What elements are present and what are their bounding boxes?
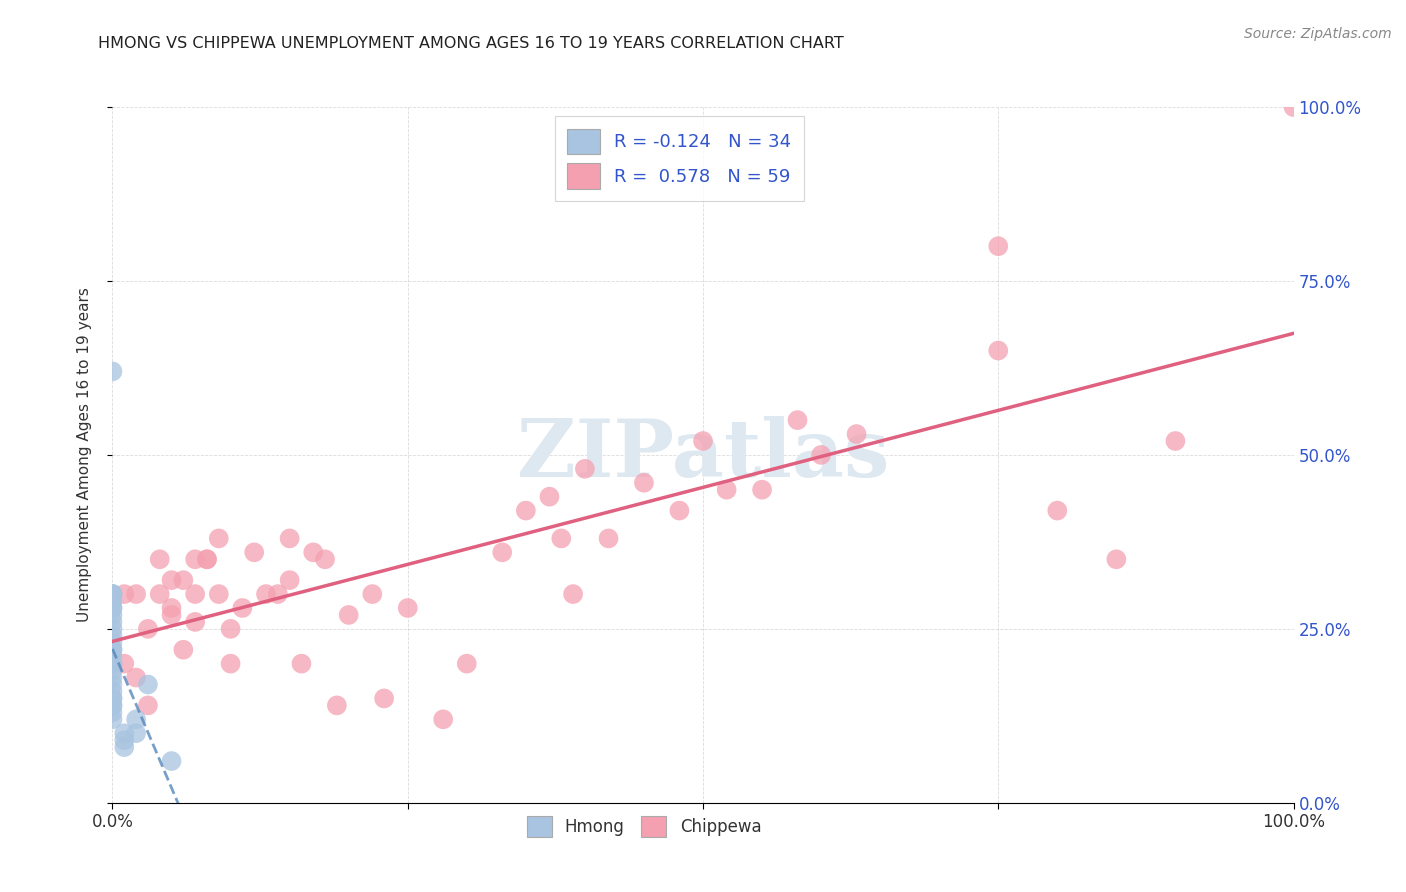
Point (290, 657, 312, 671)
Point (195, 552, 218, 566)
Point (1164, 434, 1187, 448)
Point (101, 587, 124, 601)
Point (267, 587, 290, 601)
Point (1105, 552, 1128, 566)
Point (987, 343, 1010, 358)
Point (278, 573, 301, 587)
Point (149, 552, 172, 566)
Point (491, 545, 513, 559)
Point (302, 545, 325, 559)
Point (208, 532, 231, 546)
Point (101, 698, 124, 713)
Y-axis label: Unemployment Among Ages 16 to 19 years: Unemployment Among Ages 16 to 19 years (77, 287, 91, 623)
Point (1282, 100, 1305, 114)
Point (101, 684, 124, 698)
Point (231, 601, 253, 615)
Point (101, 671, 124, 685)
Point (101, 607, 124, 622)
Point (112, 726, 135, 740)
Point (314, 552, 336, 566)
Point (219, 622, 242, 636)
Point (1046, 503, 1069, 517)
Point (184, 552, 207, 566)
Point (692, 434, 714, 448)
Point (125, 726, 148, 740)
Point (668, 503, 690, 517)
Point (101, 706, 124, 720)
Text: ZIPatlas: ZIPatlas (517, 416, 889, 494)
Point (112, 733, 135, 747)
Point (149, 587, 172, 601)
Point (243, 545, 266, 559)
Point (112, 587, 135, 601)
Point (184, 587, 207, 601)
Point (101, 594, 124, 608)
Point (786, 413, 808, 427)
Point (562, 587, 585, 601)
Point (574, 462, 596, 476)
Point (515, 503, 537, 517)
Legend: Hmong, Chippewa: Hmong, Chippewa (520, 810, 768, 843)
Point (101, 642, 124, 657)
Point (101, 712, 124, 726)
Point (278, 532, 301, 546)
Point (101, 691, 124, 706)
Point (101, 691, 124, 706)
Point (101, 698, 124, 713)
Point (160, 573, 183, 587)
Point (987, 239, 1010, 253)
Point (101, 657, 124, 671)
Point (716, 483, 738, 497)
Point (101, 664, 124, 678)
Point (101, 642, 124, 657)
Point (136, 698, 159, 713)
Point (160, 754, 183, 768)
Point (101, 629, 124, 643)
Text: Source: ZipAtlas.com: Source: ZipAtlas.com (1244, 27, 1392, 41)
Point (101, 364, 124, 378)
Point (373, 691, 395, 706)
Point (101, 587, 124, 601)
Point (432, 712, 454, 726)
Point (361, 587, 384, 601)
Point (172, 642, 194, 657)
Point (845, 427, 868, 442)
Point (254, 587, 277, 601)
Point (538, 490, 561, 504)
Point (208, 587, 231, 601)
Point (810, 448, 832, 462)
Point (125, 587, 148, 601)
Point (112, 740, 135, 755)
Point (160, 601, 183, 615)
Point (125, 712, 148, 726)
Point (136, 622, 159, 636)
Point (184, 615, 207, 629)
Point (219, 657, 242, 671)
Point (550, 532, 572, 546)
Text: HMONG VS CHIPPEWA UNEMPLOYMENT AMONG AGES 16 TO 19 YEARS CORRELATION CHART: HMONG VS CHIPPEWA UNEMPLOYMENT AMONG AGE… (98, 36, 844, 51)
Point (101, 649, 124, 664)
Point (101, 601, 124, 615)
Point (112, 657, 135, 671)
Point (101, 636, 124, 650)
Point (160, 607, 183, 622)
Point (751, 483, 773, 497)
Point (172, 573, 194, 587)
Point (101, 615, 124, 629)
Point (337, 607, 360, 622)
Point (136, 677, 159, 691)
Point (598, 532, 620, 546)
Point (326, 698, 349, 713)
Point (101, 601, 124, 615)
Point (195, 552, 218, 566)
Point (125, 671, 148, 685)
Point (101, 677, 124, 691)
Point (101, 657, 124, 671)
Point (396, 601, 419, 615)
Point (101, 587, 124, 601)
Point (633, 475, 655, 490)
Point (456, 657, 478, 671)
Point (101, 622, 124, 636)
